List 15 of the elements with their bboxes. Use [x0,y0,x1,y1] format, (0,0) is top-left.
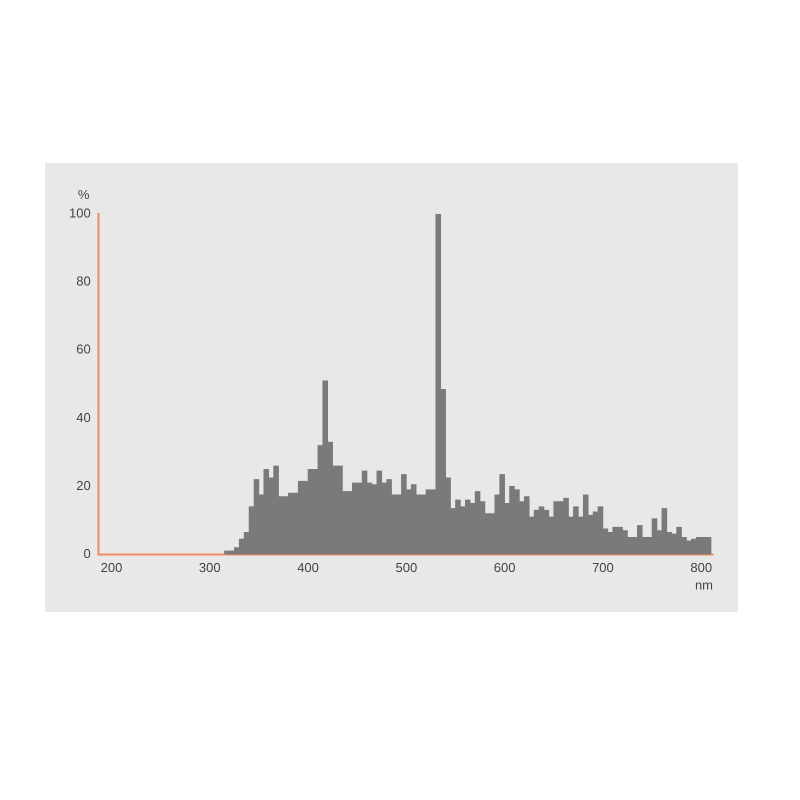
x-tick-label: 500 [395,560,418,575]
x-tick-label: 300 [198,560,221,575]
x-axis-title: nm [694,577,713,592]
y-tick-label: 40 [76,410,91,425]
y-tick-label: 20 [76,478,91,493]
x-tick-label: 800 [690,560,712,575]
x-tick-label: 600 [494,560,516,575]
x-tick-label: 700 [592,560,614,575]
y-tick-label: 0 [83,546,91,561]
y-axis-title: % [78,187,90,202]
y-tick-label: 60 [76,342,91,357]
y-tick-label: 80 [76,274,91,289]
y-tick-label: 100 [68,206,91,221]
x-tick-label: 400 [297,560,319,575]
x-tick-label: 200 [100,560,122,575]
